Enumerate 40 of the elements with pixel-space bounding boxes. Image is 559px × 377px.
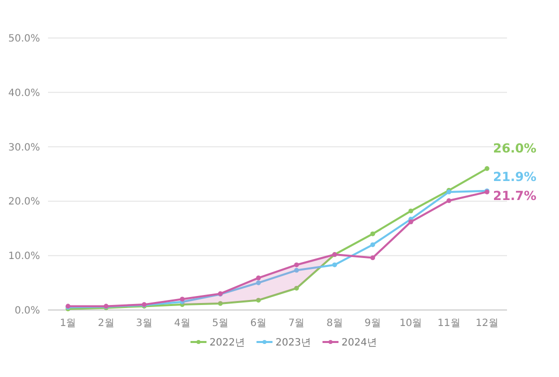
point — [256, 280, 261, 286]
x-tick-label: 2월 — [98, 318, 114, 329]
y-tick-label: 20.0% — [8, 196, 40, 208]
x-tick-label: 4월 — [174, 318, 190, 329]
y-tick-label: 0.0% — [14, 306, 40, 316]
legend-label: 2022년 — [210, 338, 245, 348]
point — [408, 219, 414, 224]
x-tick-label: 7월 — [288, 318, 305, 329]
y-tick-label: 30.0% — [8, 142, 40, 154]
data-label: 26.0% — [493, 140, 537, 156]
point — [180, 296, 185, 302]
point — [408, 208, 414, 214]
point — [294, 286, 299, 291]
y-tick-label: 50.0% — [8, 34, 40, 44]
point — [294, 262, 299, 268]
x-tick-label: 5월 — [212, 318, 229, 329]
point — [256, 276, 261, 280]
point — [332, 262, 338, 268]
x-tick-label: 10월 — [399, 318, 422, 329]
legend-label: 2023년 — [276, 338, 311, 348]
data-label: 21.7% — [493, 188, 537, 203]
point — [484, 166, 490, 171]
y-tick-label: 40.0% — [8, 88, 40, 99]
point — [446, 198, 452, 204]
x-tick-label: 11월 — [438, 318, 460, 329]
point — [256, 298, 261, 303]
point — [370, 231, 376, 236]
x-tick-label: 9월 — [364, 318, 381, 329]
x-tick-label: 6월 — [250, 318, 267, 329]
x-tick-label: 8월 — [326, 318, 343, 329]
y-tick-label: 10.0% — [8, 251, 40, 262]
x-tick-label: 1월 — [60, 318, 76, 329]
data-label: 21.9% — [493, 168, 537, 184]
point — [294, 268, 299, 273]
point — [370, 242, 376, 248]
x-tick-label: 12월 — [476, 318, 498, 329]
x-tick-label: 3월 — [136, 318, 152, 329]
point — [218, 301, 223, 306]
point — [370, 255, 376, 260]
legend-label: 2024년 — [342, 338, 377, 348]
